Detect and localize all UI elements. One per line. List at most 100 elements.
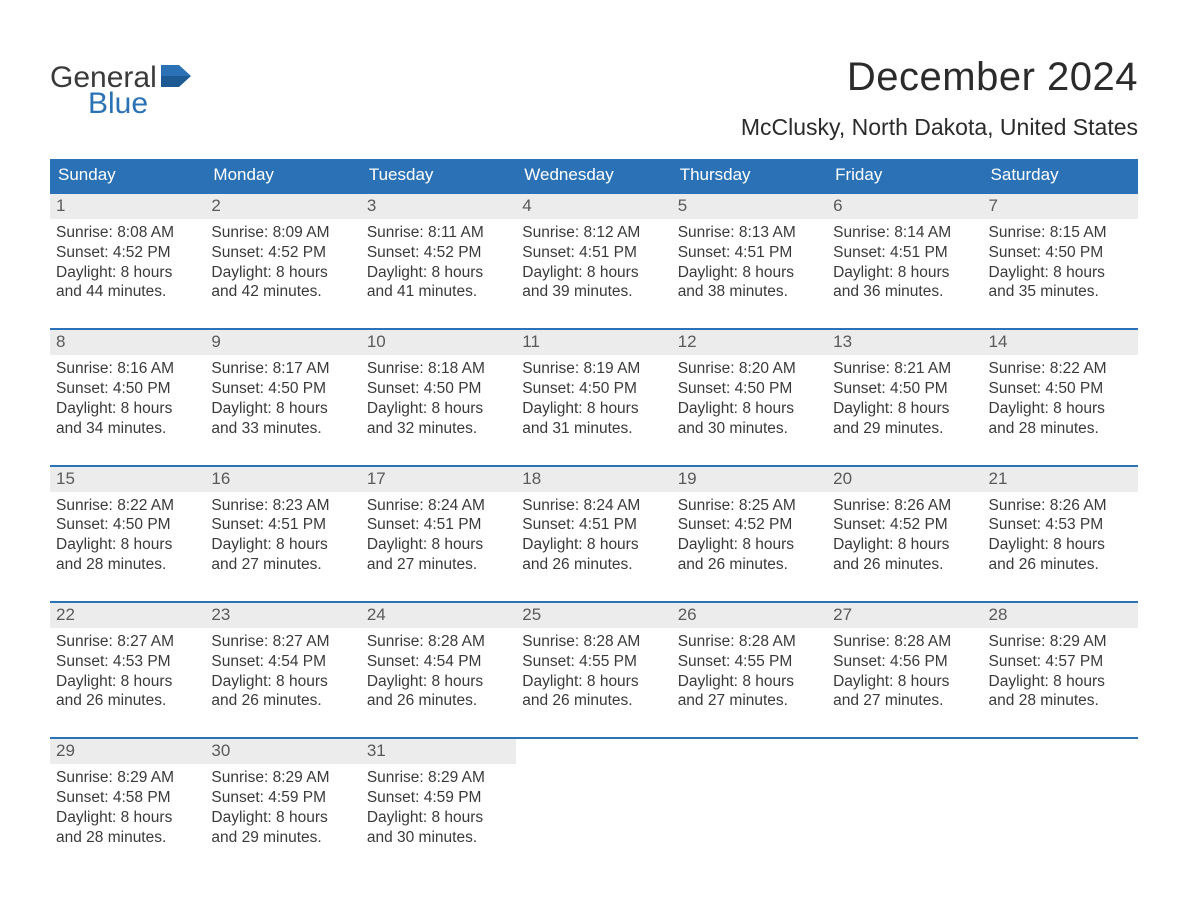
sunrise-value: 8:16 AM — [117, 360, 174, 377]
sunrise-line: Sunrise: 8:23 AM — [211, 496, 354, 516]
brand-logo: General Blue — [50, 55, 191, 119]
sunrise-label: Sunrise: — [367, 224, 424, 241]
day-number: 24 — [361, 603, 516, 628]
dow-cell: Sunday — [50, 159, 205, 192]
daylight-line-1: Daylight: 8 hours — [833, 263, 976, 283]
day-cell — [516, 739, 671, 853]
sunset-value: 4:50 PM — [1045, 380, 1103, 397]
daylight-value-1: 8 hours — [1053, 673, 1105, 690]
sunset-value: 4:50 PM — [735, 380, 793, 397]
daylight-line-1: Daylight: 8 hours — [989, 535, 1132, 555]
sunrise-label: Sunrise: — [56, 360, 113, 377]
sunset-line: Sunset: 4:52 PM — [367, 243, 510, 263]
sunrise-value: 8:09 AM — [273, 224, 330, 241]
sunset-line: Sunset: 4:51 PM — [211, 515, 354, 535]
sunrise-line: Sunrise: 8:15 AM — [989, 223, 1132, 243]
day-number: 25 — [516, 603, 671, 628]
sunset-value: 4:50 PM — [890, 380, 948, 397]
sunset-label: Sunset: — [678, 380, 731, 397]
daylight-value-1: 8 hours — [898, 400, 950, 417]
daylight-value-1: 8 hours — [1053, 264, 1105, 281]
sunset-value: 4:51 PM — [579, 516, 637, 533]
daylight-label: Daylight: — [989, 673, 1049, 690]
sunset-value: 4:50 PM — [268, 380, 326, 397]
day-number: 6 — [827, 194, 982, 219]
day-body: Sunrise: 8:20 AMSunset: 4:50 PMDaylight:… — [672, 355, 827, 438]
daylight-value-1: 8 hours — [742, 264, 794, 281]
sunset-label: Sunset: — [56, 516, 109, 533]
daylight-label: Daylight: — [678, 400, 738, 417]
location: McClusky, North Dakota, United States — [741, 114, 1138, 141]
daylight-value-1: 8 hours — [276, 673, 328, 690]
day-number: 9 — [205, 330, 360, 355]
sunset-label: Sunset: — [522, 653, 575, 670]
sunset-value: 4:58 PM — [113, 789, 171, 806]
sunrise-value: 8:14 AM — [894, 224, 951, 241]
day-cell: 26Sunrise: 8:28 AMSunset: 4:55 PMDayligh… — [672, 603, 827, 717]
sunrise-label: Sunrise: — [833, 633, 890, 650]
sunrise-label: Sunrise: — [678, 497, 735, 514]
daylight-label: Daylight: — [678, 264, 738, 281]
sunrise-value: 8:28 AM — [583, 633, 640, 650]
sunrise-line: Sunrise: 8:27 AM — [211, 632, 354, 652]
sunset-line: Sunset: 4:50 PM — [833, 379, 976, 399]
sunset-value: 4:50 PM — [113, 380, 171, 397]
sunset-label: Sunset: — [56, 244, 109, 261]
day-cell: 7Sunrise: 8:15 AMSunset: 4:50 PMDaylight… — [983, 194, 1138, 308]
sunrise-value: 8:26 AM — [1050, 497, 1107, 514]
sunrise-line: Sunrise: 8:13 AM — [678, 223, 821, 243]
sunset-line: Sunset: 4:50 PM — [678, 379, 821, 399]
daylight-line-1: Daylight: 8 hours — [522, 535, 665, 555]
sunrise-label: Sunrise: — [678, 360, 735, 377]
day-cell: 30Sunrise: 8:29 AMSunset: 4:59 PMDayligh… — [205, 739, 360, 853]
day-cell: 17Sunrise: 8:24 AMSunset: 4:51 PMDayligh… — [361, 467, 516, 581]
daylight-label: Daylight: — [833, 673, 893, 690]
sunrise-line: Sunrise: 8:28 AM — [522, 632, 665, 652]
daylight-label: Daylight: — [522, 400, 582, 417]
daylight-line-1: Daylight: 8 hours — [56, 399, 199, 419]
day-number — [827, 739, 982, 764]
daylight-line-2: and 29 minutes. — [833, 419, 976, 439]
day-body: Sunrise: 8:26 AMSunset: 4:53 PMDaylight:… — [983, 492, 1138, 575]
day-body: Sunrise: 8:29 AMSunset: 4:59 PMDaylight:… — [205, 764, 360, 847]
day-body: Sunrise: 8:17 AMSunset: 4:50 PMDaylight:… — [205, 355, 360, 438]
sunrise-line: Sunrise: 8:24 AM — [522, 496, 665, 516]
sunset-line: Sunset: 4:52 PM — [833, 515, 976, 535]
day-body: Sunrise: 8:27 AMSunset: 4:54 PMDaylight:… — [205, 628, 360, 711]
sunrise-value: 8:29 AM — [1050, 633, 1107, 650]
sunset-line: Sunset: 4:50 PM — [989, 379, 1132, 399]
sunrise-line: Sunrise: 8:08 AM — [56, 223, 199, 243]
day-cell: 13Sunrise: 8:21 AMSunset: 4:50 PMDayligh… — [827, 330, 982, 444]
flag-icon — [161, 63, 191, 93]
daylight-label: Daylight: — [56, 264, 116, 281]
week-row: 22Sunrise: 8:27 AMSunset: 4:53 PMDayligh… — [50, 601, 1138, 717]
daylight-line-1: Daylight: 8 hours — [522, 399, 665, 419]
sunset-value: 4:54 PM — [268, 653, 326, 670]
dow-cell: Wednesday — [516, 159, 671, 192]
sunset-label: Sunset: — [833, 653, 886, 670]
dow-cell: Friday — [827, 159, 982, 192]
sunrise-label: Sunrise: — [367, 360, 424, 377]
day-number: 12 — [672, 330, 827, 355]
day-cell — [827, 739, 982, 853]
sunrise-label: Sunrise: — [211, 633, 268, 650]
sunrise-line: Sunrise: 8:28 AM — [678, 632, 821, 652]
daylight-line-2: and 27 minutes. — [678, 691, 821, 711]
sunset-value: 4:51 PM — [268, 516, 326, 533]
daylight-line-2: and 28 minutes. — [989, 419, 1132, 439]
sunrise-line: Sunrise: 8:12 AM — [522, 223, 665, 243]
daylight-label: Daylight: — [678, 673, 738, 690]
sunset-value: 4:59 PM — [424, 789, 482, 806]
sunrise-line: Sunrise: 8:29 AM — [989, 632, 1132, 652]
sunset-line: Sunset: 4:59 PM — [367, 788, 510, 808]
sunset-label: Sunset: — [522, 380, 575, 397]
daylight-line-2: and 27 minutes. — [367, 555, 510, 575]
sunset-line: Sunset: 4:53 PM — [56, 652, 199, 672]
day-number: 17 — [361, 467, 516, 492]
sunrise-line: Sunrise: 8:14 AM — [833, 223, 976, 243]
day-cell: 27Sunrise: 8:28 AMSunset: 4:56 PMDayligh… — [827, 603, 982, 717]
day-body: Sunrise: 8:09 AMSunset: 4:52 PMDaylight:… — [205, 219, 360, 302]
sunset-label: Sunset: — [989, 380, 1042, 397]
daylight-label: Daylight: — [989, 536, 1049, 553]
sunset-line: Sunset: 4:51 PM — [522, 243, 665, 263]
